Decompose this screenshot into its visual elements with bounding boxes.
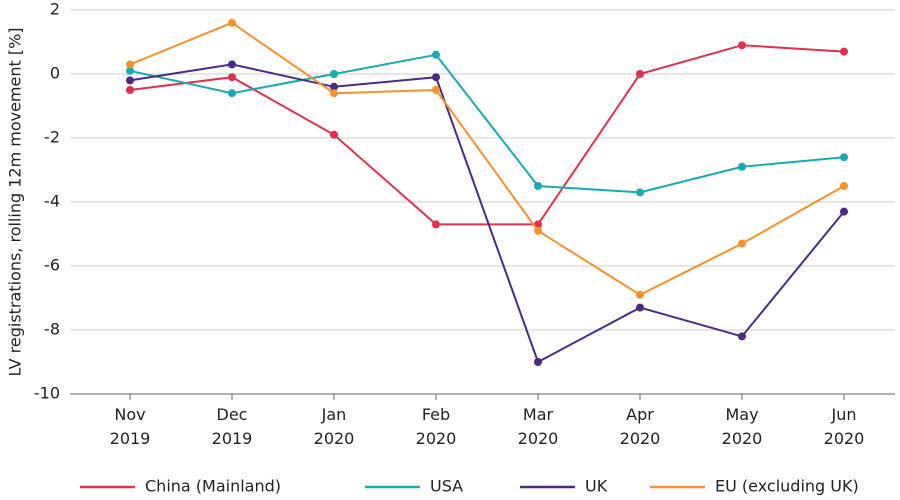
series-line xyxy=(129,53,845,194)
data-point xyxy=(636,290,644,299)
data-point xyxy=(330,89,338,98)
x-tick-label: Dec 2019 xyxy=(211,405,253,448)
data-point xyxy=(840,182,848,190)
data-point xyxy=(126,86,134,94)
y-axis-label: LV registrations, rolling 12m movement [… xyxy=(6,27,25,376)
data-point xyxy=(126,76,134,85)
y-tick-label: -10 xyxy=(34,384,60,403)
data-point xyxy=(126,66,134,75)
data-point xyxy=(738,332,746,341)
data-point xyxy=(432,86,440,94)
y-tick-label: -8 xyxy=(44,320,60,339)
data-point xyxy=(636,188,644,197)
series-line xyxy=(129,21,845,296)
data-point xyxy=(738,239,746,248)
data-point xyxy=(534,182,542,190)
data-point xyxy=(432,50,440,59)
x-tick-label: Jun 2020 xyxy=(823,405,865,448)
data-point xyxy=(432,220,440,229)
data-point xyxy=(840,47,848,56)
x-tick-label: Mar 2020 xyxy=(517,405,559,448)
y-tick-label: -2 xyxy=(44,128,60,147)
data-point xyxy=(330,82,338,91)
data-point xyxy=(636,303,644,312)
legend-label: EU (excluding UK) xyxy=(715,477,859,496)
data-point xyxy=(636,70,644,78)
data-point xyxy=(228,18,236,27)
series-line xyxy=(129,63,845,364)
x-tick-label: Jan 2020 xyxy=(313,405,355,448)
data-point xyxy=(432,73,440,82)
data-point xyxy=(330,70,338,78)
x-tick-label: Apr 2020 xyxy=(619,405,661,448)
data-point xyxy=(126,60,134,69)
y-tick-label: -4 xyxy=(44,192,60,211)
data-point xyxy=(738,162,746,171)
data-point xyxy=(534,358,542,366)
data-point xyxy=(330,130,338,139)
legend-label: USA xyxy=(430,477,463,496)
x-tick-label: May 2020 xyxy=(721,405,763,448)
y-tick-label: 0 xyxy=(50,64,60,83)
x-tick-label: Feb 2020 xyxy=(415,405,457,448)
x-tick-label: Nov 2019 xyxy=(109,405,151,448)
data-point xyxy=(738,41,746,50)
data-point xyxy=(840,153,848,162)
legend-label: UK xyxy=(585,477,608,496)
legend-label: China (Mainland) xyxy=(145,477,281,496)
series-line xyxy=(129,44,845,226)
y-tick-label: -6 xyxy=(44,256,60,275)
data-point xyxy=(228,73,236,82)
data-point xyxy=(534,226,542,235)
data-point xyxy=(840,207,848,216)
data-point xyxy=(228,60,236,69)
y-tick-label: 2 xyxy=(50,0,60,19)
data-point xyxy=(228,89,236,98)
